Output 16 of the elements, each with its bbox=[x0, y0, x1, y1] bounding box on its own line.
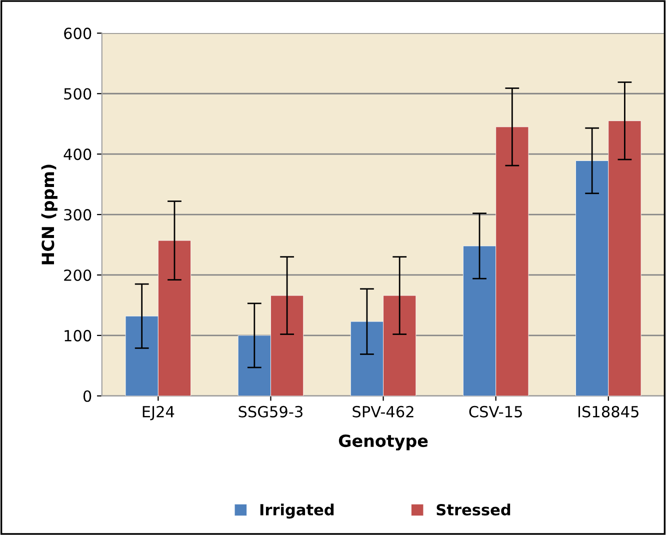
legend-label: Irrigated bbox=[260, 504, 334, 519]
y-tick-label: 300 bbox=[64, 209, 92, 221]
y-tick-label: 600 bbox=[64, 28, 92, 40]
y-tick-label: 200 bbox=[64, 269, 92, 282]
y-tick-label: 500 bbox=[64, 88, 92, 100]
x-tick-label: IS18845 bbox=[578, 406, 638, 418]
x-tick-label: SSG59-3 bbox=[238, 406, 302, 418]
y-axis-title: HCN (ppm) bbox=[41, 164, 58, 264]
y-tick-label: 400 bbox=[64, 148, 92, 160]
x-tick-label: SPV-462 bbox=[352, 406, 414, 418]
x-axis-title: Genotype bbox=[338, 434, 428, 450]
legend-label: Stressed bbox=[436, 504, 510, 516]
x-tick-label: EJ24 bbox=[142, 406, 174, 420]
y-tick-label: 100 bbox=[64, 330, 92, 342]
y-tick-label: 0 bbox=[83, 390, 92, 402]
x-tick-label: CSV-15 bbox=[469, 406, 522, 418]
